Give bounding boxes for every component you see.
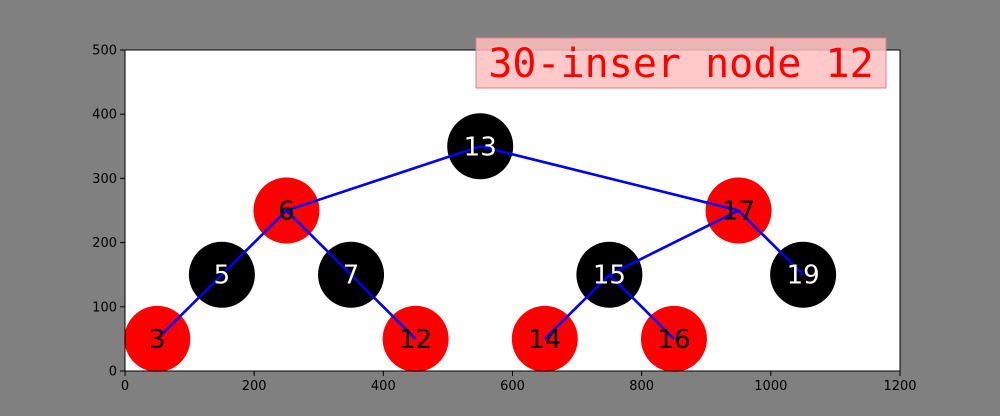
node-label-15: 15 [593, 261, 626, 291]
x-tick-label-1200: 1200 [883, 379, 916, 394]
node-label-16: 16 [657, 325, 690, 355]
x-tick-label-600: 600 [500, 379, 525, 394]
x-tick-label-200: 200 [242, 379, 267, 394]
x-tick-label-0: 0 [121, 379, 129, 394]
title: 30-inser node 12 [488, 41, 873, 87]
node-label-12: 12 [399, 325, 432, 355]
x-tick-label-800: 800 [629, 379, 654, 394]
y-tick-label-100: 100 [92, 300, 117, 315]
node-label-19: 19 [787, 261, 820, 291]
x-tick-label-1000: 1000 [754, 379, 787, 394]
y-tick-label-200: 200 [92, 236, 117, 251]
y-tick-label-400: 400 [92, 108, 117, 123]
title-box: 30-inser node 12 [476, 38, 886, 88]
plot-area [125, 50, 900, 371]
node-label-3: 3 [149, 325, 166, 355]
node-label-6: 6 [278, 197, 295, 227]
node-label-17: 17 [722, 197, 755, 227]
y-tick-label-300: 300 [92, 172, 117, 187]
x-tick-label-400: 400 [371, 379, 396, 394]
node-label-13: 13 [464, 132, 497, 162]
node-label-5: 5 [214, 261, 231, 291]
y-tick-label-0: 0 [109, 365, 117, 380]
y-tick-label-500: 500 [92, 44, 117, 59]
node-label-14: 14 [528, 325, 561, 355]
node-label-7: 7 [343, 261, 360, 291]
